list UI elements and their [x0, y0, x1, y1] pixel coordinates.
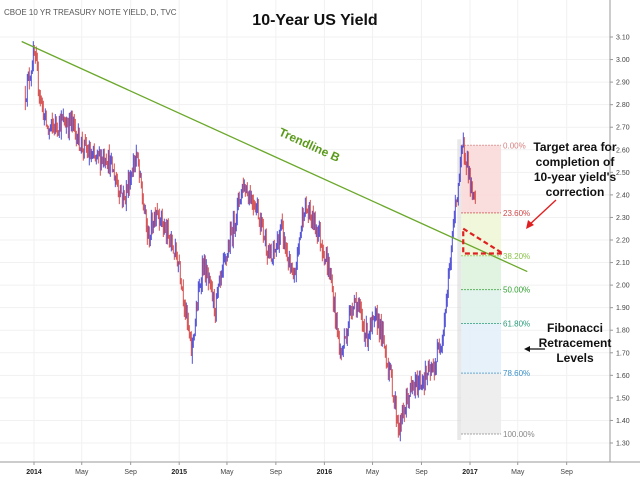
fib-anchor-strip [457, 139, 462, 440]
fib-zone [461, 323, 502, 374]
x-tick-label: May [75, 469, 89, 476]
fib-level-label: 61.80% [503, 319, 530, 328]
target-annotation-line: correction [546, 185, 605, 199]
y-tick-label: 1.30 [616, 441, 630, 448]
target-area [462, 226, 507, 255]
x-tick-label: Sep [270, 469, 283, 476]
y-tick-label: 1.40 [616, 418, 630, 425]
y-tick-label: 1.50 [616, 395, 630, 402]
x-tick-label: Sep [560, 469, 573, 476]
x-tick-labels: 2014 May Sep 2015 May Sep 2016 May Sep 2017 May Sep [26, 462, 573, 476]
x-tick-label: 2016 [317, 469, 333, 476]
target-arrow [527, 199, 557, 227]
target-arrow-head [526, 220, 534, 229]
y-tick-label: 2.60 [616, 147, 630, 154]
fib-level-label: 38.20% [503, 252, 530, 261]
fib-zone [461, 212, 502, 256]
y-tick-label: 2.50 [616, 170, 630, 177]
target-annotation-line: completion of [536, 155, 616, 169]
fib-zone [461, 289, 502, 324]
y-tick-label: 2.10 [616, 260, 630, 267]
y-tick-label: 2.00 [616, 283, 630, 290]
y-tick-label: 2.70 [616, 125, 630, 132]
x-tick-label: Sep [415, 469, 428, 476]
x-tick-label: May [366, 469, 380, 476]
y-tick-label: 1.80 [616, 328, 630, 335]
fib-level-label: 78.60% [503, 369, 530, 378]
fib-annotation-line: Retracement [539, 336, 612, 350]
price-candles [24, 41, 476, 442]
x-tick-label: May [220, 469, 234, 476]
y-tick-label: 2.90 [616, 80, 630, 87]
y-tick-label: 2.20 [616, 238, 630, 245]
target-annotation-line: 10-year yield's [534, 170, 617, 184]
fib-level-label: 50.00% [503, 286, 530, 295]
y-tick-label: 1.60 [616, 373, 630, 380]
x-tick-label: May [511, 469, 525, 476]
x-tick-label: 2017 [462, 469, 478, 476]
x-tick-label: Sep [124, 469, 137, 476]
target-annotation-line: Target area for [533, 140, 616, 154]
fib-level-label: 0.00% [503, 141, 526, 150]
fib-level-label: 23.60% [503, 209, 530, 218]
fib-zone [461, 255, 502, 290]
y-tick-label: 1.90 [616, 305, 630, 312]
target-area-box [462, 226, 507, 255]
y-tick-label: 1.70 [616, 350, 630, 357]
fib-annotation-line: Levels [556, 351, 594, 365]
fib-arrow-head [524, 346, 530, 352]
fib-annotation-line: Fibonacci [547, 321, 603, 335]
y-tick-labels: 3.10 3.00 2.90 2.80 2.70 2.60 2.50 2.40 2.30 2.20… [610, 35, 630, 448]
y-tick-label: 3.00 [616, 57, 630, 64]
fib-level-label: 100.00% [503, 430, 535, 439]
trendline-b [21, 40, 528, 273]
chart-title: 10-Year US Yield [252, 12, 377, 29]
fibonacci-levels: 0.00% 23.60% 38.20% 50.00% 61.80% 78.60% 100.0… [461, 141, 535, 439]
fibonacci-zones [457, 139, 502, 440]
x-tick-label: 2015 [171, 469, 187, 476]
source-label: CBOE 10 YR TREASURY NOTE YIELD, D, TVC [4, 8, 177, 17]
x-tick-label: 2014 [26, 469, 42, 476]
fib-zone [461, 373, 502, 434]
y-tick-label: 3.10 [616, 35, 630, 42]
y-tick-label: 2.30 [616, 215, 630, 222]
y-tick-label: 2.80 [616, 102, 630, 109]
y-tick-label: 2.40 [616, 192, 630, 199]
